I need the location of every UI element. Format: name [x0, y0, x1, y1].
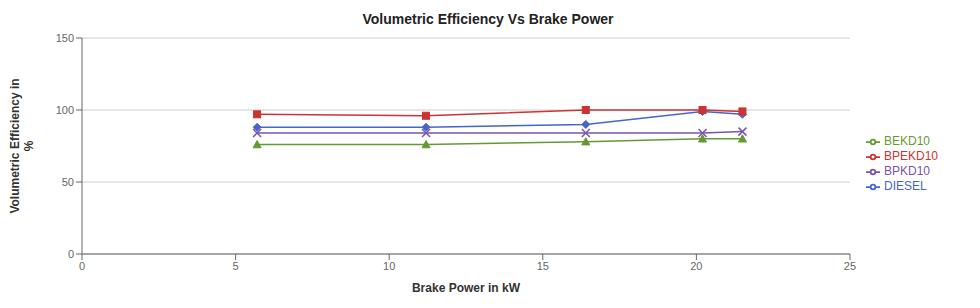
svg-text:150: 150 — [56, 32, 74, 44]
html-text:BEKD10: BEKD10 — [884, 134, 930, 149]
svg-text:25: 25 — [844, 260, 856, 272]
svg-text:100: 100 — [56, 104, 74, 116]
svg-text:5: 5 — [233, 260, 239, 272]
svg-text:20: 20 — [690, 260, 702, 272]
svg-text:0: 0 — [79, 260, 85, 272]
svg-text:Volumetric Efficiency in%: Volumetric Efficiency in% — [8, 78, 36, 213]
svg-text:0: 0 — [68, 248, 74, 260]
svg-text:50: 50 — [62, 176, 74, 188]
html-text:Volumetric Efficiency Vs Brake: Volumetric Efficiency Vs Brake Power — [362, 11, 614, 27]
html-text:BPKD10: BPKD10 — [884, 164, 930, 178]
html-text:DIESEL: DIESEL — [884, 178, 927, 193]
html-text:BPEKD10: BPEKD10 — [884, 149, 938, 164]
svg-text:Brake Power in kW: Brake Power in kW — [412, 281, 521, 295]
svg-text:15: 15 — [537, 260, 549, 272]
svg-text:10: 10 — [383, 260, 395, 272]
